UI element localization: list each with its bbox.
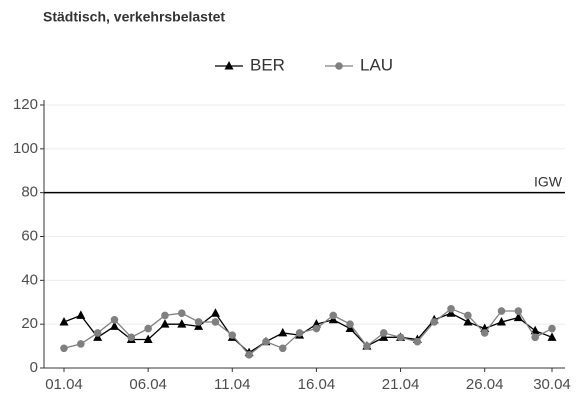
point	[211, 318, 220, 326]
point	[109, 321, 119, 330]
x-tick-label: 26.04	[466, 376, 504, 393]
point	[295, 329, 304, 337]
point	[463, 316, 473, 326]
point	[127, 333, 136, 342]
x-tick-label: 21.04	[382, 376, 420, 393]
chart-title: Städtisch, verkehrsbelastet	[43, 9, 225, 25]
point	[531, 333, 539, 342]
point	[194, 318, 203, 326]
point	[497, 307, 506, 315]
point	[447, 305, 455, 313]
y-tick-label: 120	[13, 96, 38, 113]
point	[77, 340, 85, 348]
point	[346, 320, 354, 328]
point	[379, 329, 388, 337]
point	[278, 344, 287, 353]
point	[413, 337, 422, 346]
point	[262, 337, 270, 346]
point	[76, 310, 86, 319]
legend-marker	[224, 61, 234, 70]
point	[312, 324, 321, 333]
point	[210, 308, 220, 317]
x-tick-label: 01.04	[45, 376, 83, 393]
point	[363, 342, 371, 350]
y-tick-label: 80	[21, 184, 38, 201]
y-tick-label: 40	[21, 271, 38, 288]
x-tick-label: 06.04	[129, 376, 167, 393]
series-line	[63, 312, 553, 354]
point	[547, 332, 557, 341]
legend-label: LAU	[360, 55, 393, 74]
y-tick-label: 0	[30, 359, 38, 376]
legend-marker	[335, 62, 343, 70]
point	[160, 319, 170, 328]
point	[497, 316, 507, 326]
point	[177, 309, 186, 318]
reference-label: IGW	[534, 173, 563, 189]
point	[548, 324, 556, 333]
point	[110, 315, 119, 324]
point	[430, 318, 439, 326]
point	[514, 307, 523, 315]
point	[513, 312, 523, 322]
point	[144, 324, 152, 333]
point	[278, 327, 288, 337]
legend-label: BER	[250, 55, 285, 74]
point	[59, 316, 69, 326]
point	[143, 334, 153, 344]
y-tick-label: 20	[21, 315, 38, 332]
point	[228, 331, 237, 339]
point	[480, 329, 489, 337]
point	[93, 329, 102, 337]
point	[396, 333, 405, 342]
point	[177, 319, 187, 328]
y-tick-label: 60	[21, 227, 38, 244]
series-line	[63, 308, 553, 356]
x-tick-label: 16.04	[298, 376, 336, 393]
point	[530, 325, 540, 335]
x-tick-label: 11.04	[214, 376, 250, 393]
point	[245, 351, 253, 359]
point	[329, 311, 338, 320]
x-tick-label: 30.04	[533, 376, 571, 393]
y-tick-label: 100	[13, 140, 38, 157]
point	[60, 344, 68, 353]
point	[161, 311, 169, 320]
point	[464, 311, 472, 320]
